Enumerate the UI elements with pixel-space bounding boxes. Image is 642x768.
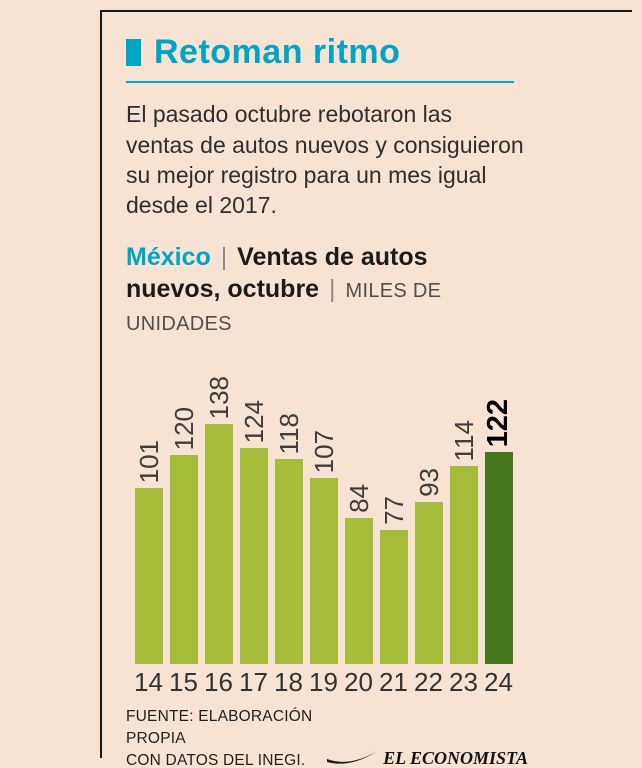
- bar: [344, 518, 373, 665]
- bar-column: 77 21: [376, 364, 411, 698]
- units-label: MILES DE UNIDADES: [126, 280, 442, 335]
- bar-highlight: [484, 452, 513, 665]
- x-axis-label: 17: [239, 667, 268, 698]
- bar-value-label: 118: [273, 412, 304, 455]
- region-label: México: [126, 242, 211, 271]
- chart-subtitle: México | Ventas de autos nuevos, octubre…: [126, 241, 528, 339]
- x-axis-label: 15: [169, 667, 198, 698]
- frame-top-line: [100, 10, 632, 12]
- source-line-1: FUENTE: ELABORACIÓN PROPIA: [126, 708, 313, 748]
- bar-column: 93 22: [411, 364, 446, 698]
- x-axis-label: 24: [484, 667, 513, 698]
- bar-value-label: 114: [448, 419, 479, 462]
- x-axis-label: 18: [274, 667, 303, 698]
- x-axis-label: 19: [309, 667, 338, 698]
- bar-column: 107 19: [306, 364, 341, 698]
- el-economista-logo: EL ECONOMISTA: [327, 748, 528, 768]
- bar-value-label: 138: [203, 375, 234, 420]
- bar-value-label: 124: [238, 399, 269, 444]
- bar-column: 120 15: [166, 364, 201, 698]
- bar: [239, 448, 268, 665]
- bar: [449, 466, 478, 665]
- bar: [169, 455, 198, 665]
- page-title: Retoman ritmo: [154, 33, 401, 71]
- bar-chart: 101 14 120 15 138 16 124 17 118 18 107 19 84 20 77 21 93…: [131, 364, 530, 698]
- bar: [274, 459, 303, 665]
- header: Retoman ritmo: [126, 33, 530, 71]
- title-underline-rule: [126, 81, 514, 84]
- x-axis-label: 21: [379, 667, 408, 698]
- separator-bar: |: [220, 242, 228, 271]
- intro-paragraph: El pasado octubre rebotaron las ventas d…: [126, 101, 524, 219]
- chart-title-text: Ventas de autos nuevos, octubre: [126, 242, 428, 304]
- bar-value-label: 122: [482, 398, 514, 448]
- source-line-2: CON DATOS DEL INEGI.: [126, 751, 306, 768]
- bar: [414, 502, 443, 665]
- x-axis-label: 23: [449, 667, 478, 698]
- frame-left-line: [100, 10, 102, 758]
- bar-column: 124 17: [236, 364, 271, 698]
- bar-column: 122 24: [481, 364, 516, 698]
- x-axis-label: 22: [414, 667, 443, 698]
- bar-column: 101 14: [131, 364, 166, 698]
- bar: [204, 424, 233, 665]
- bar: [379, 530, 408, 665]
- logo-swoosh-icon: [327, 750, 378, 764]
- logo-text: EL ECONOMISTA: [383, 748, 528, 768]
- bar-value-label: 93: [413, 468, 444, 498]
- bar-value-label: 107: [308, 429, 339, 474]
- bar-column: 118 18: [271, 364, 306, 698]
- bar-column: 138 16: [201, 364, 236, 698]
- bar-column: 84 20: [341, 364, 376, 698]
- bar-value-label: 120: [168, 406, 199, 451]
- x-axis-label: 16: [204, 667, 233, 698]
- bar-value-label: 84: [343, 484, 374, 514]
- separator-bar: |: [329, 275, 336, 304]
- bar-column: 114 23: [446, 364, 481, 698]
- title-accent-square: [126, 39, 141, 67]
- footer: FUENTE: ELABORACIÓN PROPIA CON DATOS DEL…: [126, 706, 528, 768]
- x-axis-label: 14: [134, 667, 163, 698]
- content-area: Retoman ritmo El pasado octubre rebotaro…: [126, 22, 530, 768]
- bar-value-label: 101: [133, 439, 164, 484]
- bar: [134, 488, 163, 665]
- x-axis-label: 20: [344, 667, 373, 698]
- bar-value-label: 77: [378, 496, 409, 526]
- source-note: FUENTE: ELABORACIÓN PROPIA CON DATOS DEL…: [126, 706, 327, 768]
- bar: [309, 478, 338, 665]
